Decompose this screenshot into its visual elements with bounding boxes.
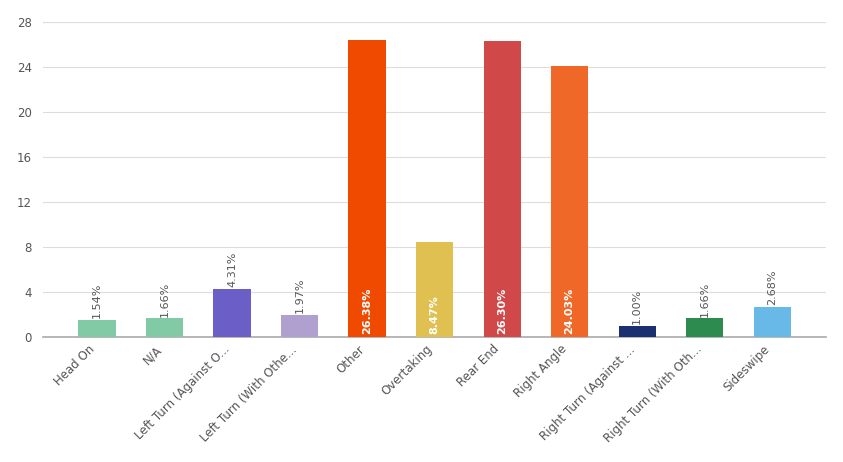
Bar (484, 41, 521, 337)
Bar (78, 320, 115, 337)
Text: 1.00%: 1.00% (632, 289, 642, 324)
Text: 2.68%: 2.68% (767, 270, 777, 305)
Text: 1.66%: 1.66% (700, 281, 710, 317)
Text: 1.54%: 1.54% (92, 283, 102, 318)
Bar (416, 242, 454, 337)
Text: 26.38%: 26.38% (362, 287, 372, 334)
Text: 8.47%: 8.47% (430, 295, 439, 334)
Bar (146, 318, 183, 337)
Text: 1.97%: 1.97% (294, 278, 304, 313)
Bar (213, 289, 250, 337)
Text: 1.66%: 1.66% (159, 281, 169, 317)
Bar (754, 307, 791, 337)
Bar (348, 40, 385, 337)
Text: 24.03%: 24.03% (565, 287, 575, 334)
Bar (686, 318, 723, 337)
Text: 4.31%: 4.31% (227, 251, 237, 287)
Text: 26.30%: 26.30% (497, 287, 507, 334)
Bar (281, 315, 318, 337)
Bar (619, 326, 656, 337)
Bar (551, 67, 588, 337)
